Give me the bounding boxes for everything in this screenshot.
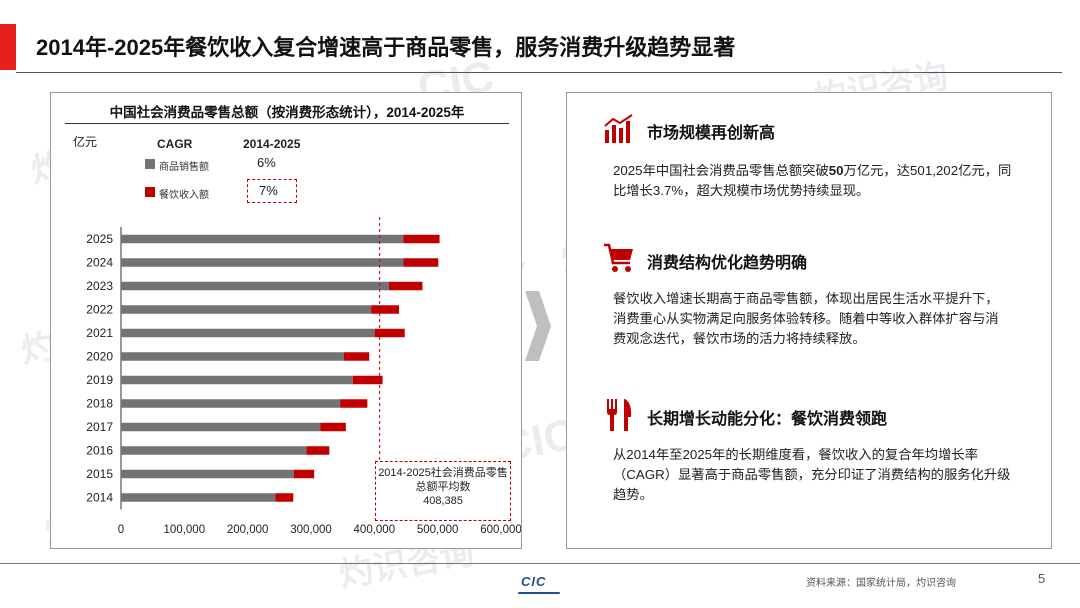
y-tick-label: 2015 — [86, 467, 113, 481]
bar-goods-sales — [121, 399, 341, 408]
x-tick-label: 500,000 — [417, 524, 459, 536]
average-label: 2014-2025社会消费品零售总额平均数 — [378, 467, 508, 493]
bar-goods-sales — [121, 305, 372, 314]
bar-goods-sales — [121, 352, 344, 361]
bar-catering-revenue — [275, 493, 294, 502]
bar-goods-sales — [121, 469, 294, 479]
section-body-growth: 从2014年至2025年的长期维度看，餐饮收入的复合年均增长率（CAGR）显著高… — [613, 447, 1011, 502]
bar-goods-sales — [121, 422, 321, 432]
legend-cagr-goods: 6% — [257, 155, 276, 170]
bar-goods-sales — [121, 375, 353, 385]
insights-panel: 市场规模再创新高 2025年中国社会消费品零售总额突破50万亿元，达501,20… — [566, 92, 1052, 549]
y-tick-label: 2014 — [86, 491, 113, 505]
bar-catering-revenue — [374, 328, 405, 338]
page-title: 2014年-2025年餐饮收入复合增速高于商品零售，服务消费升级趋势显著 — [36, 35, 736, 60]
section-title-structure: 消费结构优化趋势明确 — [647, 255, 808, 272]
x-tick-label: 600,000 — [480, 524, 521, 536]
x-tick-label: 0 — [118, 524, 124, 536]
bar-catering-revenue — [403, 234, 440, 244]
bar-chart: 2025 2024 2023 2022 2021 2020 2019 2018 2017 2016… — [86, 217, 521, 536]
bar-goods-sales — [121, 493, 276, 502]
shopping-cart-icon — [604, 243, 633, 272]
fork-knife-icon — [607, 399, 632, 431]
chart-title-divider — [65, 123, 509, 124]
title-divider — [16, 72, 1062, 73]
x-tick-label: 300,000 — [290, 524, 332, 536]
bar-catering-revenue — [320, 422, 346, 432]
legend-cagr-catering: 7% — [259, 183, 278, 198]
bar-goods-sales — [121, 281, 389, 291]
section-body-market: 2025年中国社会消费品零售总额突破50万亿元，达501,202亿元，同比增长3… — [613, 163, 1012, 198]
legend-label-goods: 商品销售额 — [159, 162, 209, 173]
average-annotation: 2014-2025社会消费品零售总额平均数 408,385 — [375, 461, 511, 521]
y-tick-label: 2023 — [86, 279, 113, 293]
y-tick-label: 2019 — [86, 373, 113, 387]
chart-unit-label: 亿元 — [73, 135, 98, 149]
footer-logo: CIC — [521, 574, 547, 589]
page-number: 5 — [1038, 571, 1046, 586]
bar-catering-revenue — [306, 446, 330, 455]
chart-title: 中国社会消费品零售总额（按消费形态统计），2014-2025年 — [109, 105, 465, 120]
legend-label-catering: 餐饮收入额 — [159, 190, 209, 201]
x-tick-label: 100,000 — [164, 524, 206, 536]
footer-divider — [0, 563, 1080, 564]
x-tick-label: 400,000 — [354, 524, 396, 536]
footer-source: 资料来源：国家统计局，灼识咨询 — [806, 578, 956, 589]
chart-panel: 中国社会消费品零售总额（按消费形态统计），2014-2025年 亿元 CAGR … — [50, 92, 522, 549]
legend-highlight-box — [247, 179, 297, 203]
bar-catering-revenue — [343, 352, 370, 361]
legend-swatch-catering — [145, 187, 155, 197]
bar-catering-revenue — [340, 399, 368, 408]
y-tick-label: 2020 — [86, 350, 113, 364]
y-tick-label: 2017 — [86, 420, 113, 434]
footer-logo-underline — [518, 592, 560, 594]
bar-goods-sales — [121, 446, 307, 455]
bar-catering-revenue — [403, 258, 439, 267]
section-title-growth: 长期增长动能分化：餐饮消费领跑 — [647, 411, 888, 428]
x-tick-label: 200,000 — [227, 524, 269, 536]
title-accent-bar — [0, 24, 16, 70]
section-title-market: 市场规模再创新高 — [647, 125, 776, 142]
y-tick-label: 2025 — [86, 232, 113, 246]
average-value: 408,385 — [423, 495, 463, 507]
legend-header-period: 2014-2025 — [243, 137, 301, 151]
bar-catering-revenue — [352, 375, 383, 385]
chevron-right-icon — [525, 291, 551, 361]
section-body-structure: 餐饮收入增速长期高于商品零售额，体现出居民生活水平提升下，消费重心从实物满足向服… — [613, 291, 999, 346]
bar-goods-sales — [121, 328, 375, 338]
y-tick-label: 2024 — [86, 256, 113, 270]
y-tick-label: 2016 — [86, 444, 113, 458]
bar-catering-revenue — [371, 305, 400, 314]
bar-catering-revenue — [388, 281, 423, 291]
legend-header-cagr: CAGR — [157, 137, 193, 151]
bar-goods-sales — [121, 258, 404, 267]
y-tick-label: 2018 — [86, 397, 113, 411]
bar-trend-icon — [604, 114, 633, 143]
bar-catering-revenue — [293, 469, 315, 479]
y-tick-label: 2022 — [86, 303, 113, 317]
bar-goods-sales — [121, 234, 404, 244]
legend-swatch-goods — [145, 159, 155, 169]
y-tick-label: 2021 — [86, 326, 113, 340]
